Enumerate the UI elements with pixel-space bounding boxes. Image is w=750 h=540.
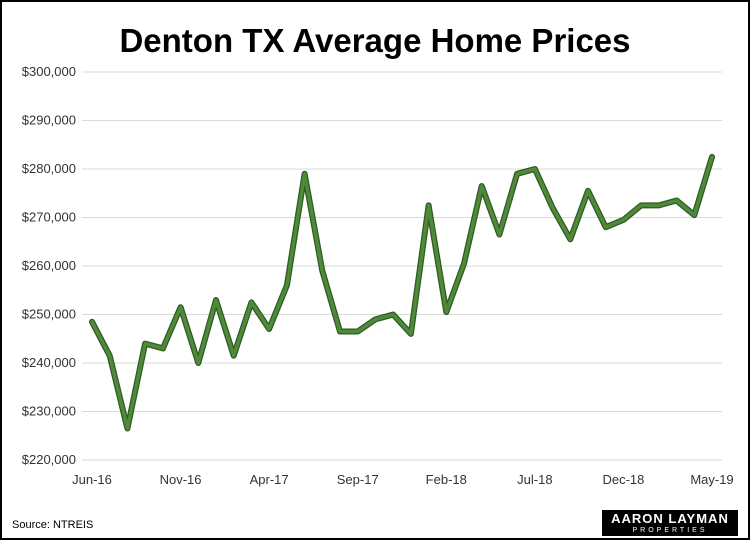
x-tick-label: Feb-18 [426,472,467,487]
data-point [91,321,93,323]
data-point [268,328,270,330]
data-point [215,299,217,301]
data-point [676,200,678,202]
data-point [711,156,713,158]
x-tick-label: Jun-16 [72,472,112,487]
data-point [498,233,500,235]
data-point [587,190,589,192]
data-point [126,427,128,429]
data-point [410,333,412,335]
x-tick-label: Nov-16 [160,472,202,487]
data-point [374,318,376,320]
data-point [640,204,642,206]
logo-subtitle: PROPERTIES [632,527,708,534]
data-point [516,173,518,175]
data-point [144,343,146,345]
data-point [321,270,323,272]
data-point [534,168,536,170]
data-point [180,306,182,308]
data-point [658,204,660,206]
y-tick-label: $300,000 [22,64,76,79]
x-tick-label: Jul-18 [517,472,552,487]
data-point [357,330,359,332]
data-point [162,347,164,349]
x-tick-label: May-19 [690,472,733,487]
y-tick-label: $240,000 [22,355,76,370]
data-point [445,311,447,313]
aaron-layman-logo: AARON LAYMAN PROPERTIES [602,510,738,536]
series-line-outline [89,153,715,432]
data-point [286,284,288,286]
data-point [109,355,111,357]
data-point [605,226,607,228]
data-point [197,362,199,364]
data-point [392,314,394,315]
y-tick-label: $220,000 [22,452,76,467]
y-tick-label: $260,000 [22,258,76,273]
data-point [569,238,571,240]
data-point [233,355,235,357]
data-point [622,219,624,221]
data-point [463,263,465,265]
logo-name: AARON LAYMAN [611,511,729,526]
data-point [693,214,695,216]
y-tick-label: $270,000 [22,210,76,225]
chart-title: Denton TX Average Home Prices [119,22,631,59]
series-line [90,155,714,431]
y-tick-label: $290,000 [22,113,76,128]
y-tick-label: $250,000 [22,307,76,322]
y-tick-label: $230,000 [22,404,76,419]
source-note: Source: NTREIS [12,519,94,531]
data-point [339,330,341,332]
x-tick-label: Apr-17 [250,472,289,487]
x-tick-label: Sep-17 [337,472,379,487]
data-point [304,173,306,175]
x-tick-label: Dec-18 [602,472,644,487]
y-tick-label: $280,000 [22,161,76,176]
data-point [552,207,554,209]
data-point [481,185,483,187]
data-point [428,204,430,206]
data-point [250,301,252,303]
